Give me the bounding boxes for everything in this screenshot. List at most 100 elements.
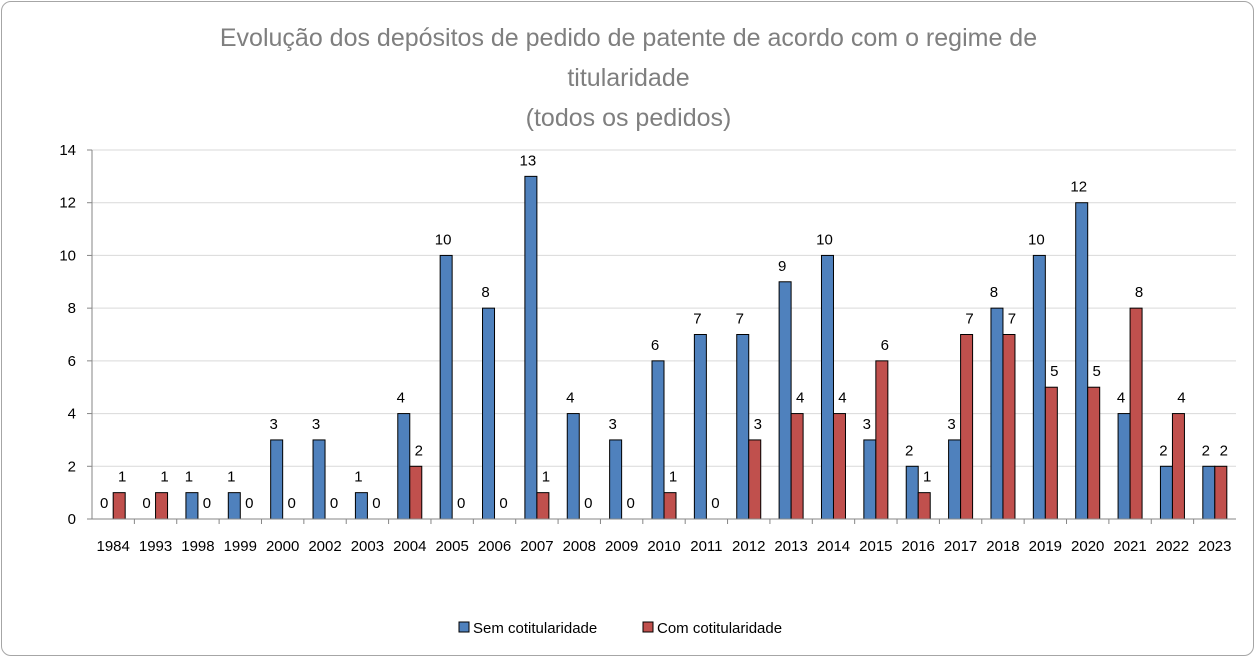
data-label: 5 [1050,363,1058,380]
bar-com-2014 [832,413,846,520]
x-tick-label: 2005 [435,538,468,555]
y-axis-ticks: 0 2 4 6 8 10 12 14 [59,142,92,528]
y-tick-label: 4 [68,406,76,423]
legend-swatch [458,621,470,633]
bars [112,175,1228,520]
bar-sem-2019 [1032,254,1046,520]
data-label: 1 [669,469,677,486]
data-label: 1 [354,469,362,486]
bar-com-2015 [875,360,889,520]
data-label: 2 [1202,442,1210,459]
bar-com-2021 [1129,307,1143,520]
bar-com-2018 [1002,334,1016,520]
data-label: 7 [736,311,744,328]
bar-com-2004 [409,465,423,520]
data-label: 3 [312,416,320,433]
bar-sem-2002 [312,439,326,520]
chart-title-line-3: (todos os pedidos) [525,104,732,132]
axes [91,150,1236,520]
y-tick-label: 6 [68,353,76,370]
x-tick-label: 1993 [139,538,172,555]
bar-sem-2016 [905,465,919,520]
data-label: 7 [693,311,701,328]
data-label: 8 [1135,284,1143,301]
data-label: 3 [947,416,955,433]
bar-com-2010 [663,492,677,520]
bar-sem-2018 [990,307,1004,520]
bar-com-2016 [917,492,931,520]
data-label: 2 [1220,442,1228,459]
x-tick-label: 2010 [647,538,680,555]
bar-sem-2011 [693,334,707,520]
data-label: 2 [1159,442,1167,459]
bar-sem-2010 [651,360,665,520]
bar-sem-1998 [185,492,199,520]
bar-com-2020 [1087,386,1101,520]
x-tick-label: 2007 [520,538,553,555]
data-label: 6 [881,337,889,354]
data-label: 13 [520,152,537,169]
x-tick-label: 2019 [1029,538,1062,555]
bar-com-2007 [536,492,550,520]
data-label: 4 [1177,390,1185,407]
x-tick-label: 2003 [351,538,384,555]
data-label: 9 [778,258,786,275]
data-label: 4 [1117,390,1125,407]
bar-sem-2005 [439,254,453,520]
data-label: 4 [796,390,804,407]
y-tick-label: 8 [68,300,76,317]
data-label: 4 [838,390,846,407]
bar-sem-2004 [397,413,411,520]
x-tick-label: 2017 [944,538,977,555]
x-tick-label: 2015 [859,538,892,555]
legend: Sem cotitularidade Com cotitularidade [458,620,782,637]
x-tick-label: 2014 [817,538,850,555]
data-label: 0 [499,495,507,512]
bar-com-2019 [1044,386,1058,520]
bar-sem-2022 [1159,465,1173,520]
x-tick-label: 2002 [308,538,341,555]
x-tick-label: 2013 [774,538,807,555]
data-label: 10 [1028,231,1045,248]
x-tick-label: 1984 [96,538,129,555]
data-label: 0 [584,495,592,512]
chart-title: Evolução dos depósitos de pedido de pate… [0,18,1257,138]
data-label: 0 [203,495,211,512]
data-label: 8 [481,284,489,301]
data-label: 0 [142,495,150,512]
bar-sem-2017 [948,439,962,520]
data-label: 0 [330,495,338,512]
y-tick-label: 10 [59,247,76,264]
data-label: 3 [608,416,616,433]
bar-sem-2020 [1075,202,1089,520]
x-tick-label: 2009 [605,538,638,555]
y-tick-label: 12 [59,195,76,212]
legend-label: Sem cotitularidade [473,620,597,637]
bar-com-2017 [960,334,974,520]
x-tick-label: 2004 [393,538,426,555]
data-label: 10 [435,231,452,248]
bar-sem-2021 [1117,413,1131,520]
x-tick-label: 2016 [902,538,935,555]
bar-sem-1999 [227,492,241,520]
data-label: 1 [118,469,126,486]
bar-com-2013 [790,413,804,520]
chart-title-line-2: titularidade [567,64,690,92]
data-label: 4 [566,390,574,407]
bar-sem-2014 [820,254,834,520]
y-tick-label: 0 [68,511,76,528]
x-tick-label: 1999 [224,538,257,555]
data-label: 6 [651,337,659,354]
data-label: 3 [863,416,871,433]
data-label: 1 [160,469,168,486]
data-label: 1 [185,469,193,486]
bar-sem-2012 [736,334,750,520]
data-label: 1 [227,469,235,486]
data-label: 7 [1008,311,1016,328]
bar-com-2012 [748,439,762,520]
data-label: 0 [287,495,295,512]
data-label: 3 [269,416,277,433]
bar-com-1993 [155,492,169,520]
